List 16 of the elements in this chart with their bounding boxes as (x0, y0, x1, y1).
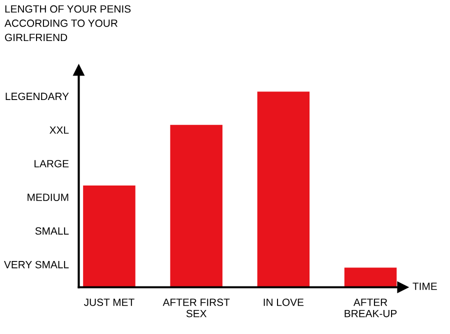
text: VERY SMALL (4, 260, 69, 268)
x-tick-label: AFTER FIRST SEX (162, 298, 230, 318)
text: MEDIUM (28, 194, 68, 202)
text: SMALL (35, 227, 69, 235)
x-tick-label: IN LOVE (264, 298, 304, 306)
bar (170, 124, 222, 288)
bar (257, 92, 310, 288)
x-tick-label: JUST MET (84, 298, 134, 306)
x-axis-title: TIME (412, 282, 437, 290)
text: LEGENDARY (6, 92, 69, 100)
text: LARGE (34, 160, 69, 168)
bar (83, 186, 136, 288)
text: XXL (50, 126, 69, 134)
x-tick-label: AFTER BREAK-UP (344, 298, 397, 318)
chart-title: LENGTH OF YOUR PENIS ACCORDING TO YOUR GIRLFRIEND (4, 5, 131, 42)
bar (344, 268, 397, 288)
